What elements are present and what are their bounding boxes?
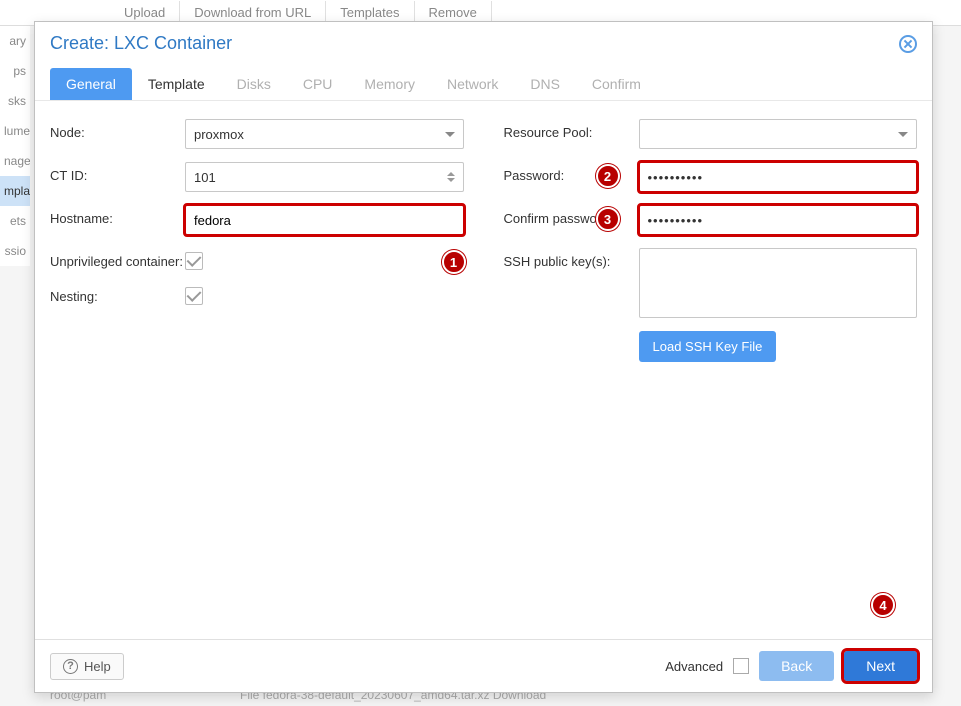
- node-label: Node:: [50, 119, 185, 140]
- form-left-column: Node: proxmox CT ID: 101: [50, 119, 464, 629]
- ctid-value: 101: [194, 170, 216, 185]
- node-select[interactable]: proxmox: [185, 119, 464, 149]
- form-area: Node: proxmox CT ID: 101: [35, 101, 932, 639]
- nesting-checkbox[interactable]: [185, 287, 203, 305]
- annotation-badge-4: 4: [871, 593, 895, 617]
- wizard-tabs: General Template Disks CPU Memory Networ…: [35, 62, 932, 101]
- confirm-password-input[interactable]: ••••••••••: [639, 205, 918, 235]
- pool-select[interactable]: [639, 119, 918, 149]
- sidebar-item[interactable]: ps: [0, 56, 30, 86]
- dialog-footer: ? Help Advanced Back Next 4: [35, 639, 932, 692]
- next-button[interactable]: Next: [844, 651, 917, 681]
- hostname-text[interactable]: [194, 213, 455, 228]
- load-ssh-button[interactable]: Load SSH Key File: [639, 331, 777, 362]
- sidebar-item-selected[interactable]: mpla: [0, 176, 30, 206]
- ctid-label: CT ID:: [50, 162, 185, 183]
- sidebar-item[interactable]: ary: [0, 26, 30, 56]
- chevron-down-icon: [898, 132, 908, 137]
- ssh-label: SSH public key(s):: [504, 248, 639, 269]
- chevron-down-icon: [445, 132, 455, 137]
- tab-template[interactable]: Template: [132, 68, 221, 100]
- background-sidebar: ary ps sks lume nage mpla ets ssio: [0, 26, 30, 266]
- sidebar-item[interactable]: ets: [0, 206, 30, 236]
- advanced-label: Advanced: [665, 659, 723, 674]
- hostname-label: Hostname:: [50, 205, 185, 226]
- tab-dns[interactable]: DNS: [514, 68, 576, 100]
- help-button[interactable]: ? Help: [50, 653, 124, 680]
- back-button[interactable]: Back: [759, 651, 834, 681]
- node-value: proxmox: [194, 127, 244, 142]
- hostname-input[interactable]: [185, 205, 464, 235]
- ctid-input[interactable]: 101: [185, 162, 464, 192]
- sidebar-item[interactable]: sks: [0, 86, 30, 116]
- annotation-badge-3: 3: [596, 207, 620, 231]
- footer-right: Advanced Back Next 4: [665, 651, 917, 681]
- dialog-title: Create: LXC Container: [50, 33, 232, 54]
- sidebar-item[interactable]: lume: [0, 116, 30, 146]
- password-value: ••••••••••: [648, 170, 704, 185]
- tab-network[interactable]: Network: [431, 68, 514, 100]
- help-icon: ?: [63, 659, 78, 674]
- sidebar-item[interactable]: ssio: [0, 236, 30, 266]
- form-right-column: Resource Pool: Password: 2 ••••••••••: [504, 119, 918, 629]
- annotation-badge-2: 2: [596, 164, 620, 188]
- sidebar-item[interactable]: nage: [0, 146, 30, 176]
- unprivileged-label: Unprivileged container:: [50, 248, 185, 269]
- annotation-badge-1: 1: [442, 250, 466, 274]
- close-icon[interactable]: [899, 35, 917, 53]
- tab-cpu[interactable]: CPU: [287, 68, 349, 100]
- advanced-checkbox[interactable]: [733, 658, 749, 674]
- ssh-textarea[interactable]: [639, 248, 918, 318]
- password-input[interactable]: ••••••••••: [639, 162, 918, 192]
- help-label: Help: [84, 659, 111, 674]
- pool-label: Resource Pool:: [504, 119, 639, 140]
- tab-memory[interactable]: Memory: [348, 68, 431, 100]
- tab-confirm[interactable]: Confirm: [576, 68, 657, 100]
- create-container-dialog: Create: LXC Container General Template D…: [34, 21, 933, 693]
- unprivileged-checkbox[interactable]: [185, 252, 203, 270]
- confirm-password-value: ••••••••••: [648, 213, 704, 228]
- dialog-header: Create: LXC Container: [35, 22, 932, 62]
- nesting-label: Nesting:: [50, 283, 185, 304]
- tab-disks[interactable]: Disks: [221, 68, 287, 100]
- spinner-icon[interactable]: [447, 172, 455, 182]
- tab-general[interactable]: General: [50, 68, 132, 100]
